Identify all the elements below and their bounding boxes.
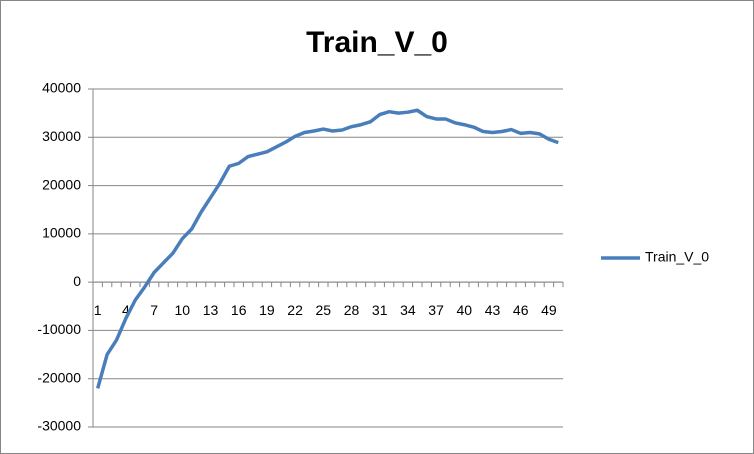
x-tick-label: 10 (175, 302, 191, 318)
series-line (96, 108, 559, 389)
x-tick-label: 16 (231, 302, 247, 318)
y-tick-label: 40000 (42, 80, 81, 96)
x-tick-label: 40 (457, 302, 473, 318)
x-tick-label: 46 (513, 302, 529, 318)
x-tick-label: 31 (372, 302, 388, 318)
y-tick-label: -10000 (37, 321, 81, 337)
x-tick-label: 28 (344, 302, 360, 318)
chart-title: Train_V_0 (306, 26, 448, 59)
y-tick-label: -20000 (37, 369, 81, 385)
y-tick-label: 10000 (42, 225, 81, 241)
x-tick-label: 1 (94, 302, 102, 318)
x-tick-label: 22 (287, 302, 303, 318)
x-tick-label: 4 (122, 302, 130, 318)
y-tick-label: 30000 (42, 128, 81, 144)
y-tick-label: 20000 (42, 176, 81, 192)
x-tick-label: 7 (150, 302, 158, 318)
x-tick-label: 37 (428, 302, 444, 318)
x-tick-label: 34 (400, 302, 416, 318)
y-tick-label: 0 (73, 273, 81, 289)
y-tick-label: -30000 (37, 418, 81, 434)
x-tick-label: 43 (485, 302, 501, 318)
x-tick-label: 49 (541, 302, 557, 318)
x-tick-label: 13 (203, 302, 219, 318)
x-tick-label: 19 (259, 302, 275, 318)
x-tick-label: 25 (316, 302, 332, 318)
legend-label: Train_V_0 (645, 249, 709, 265)
